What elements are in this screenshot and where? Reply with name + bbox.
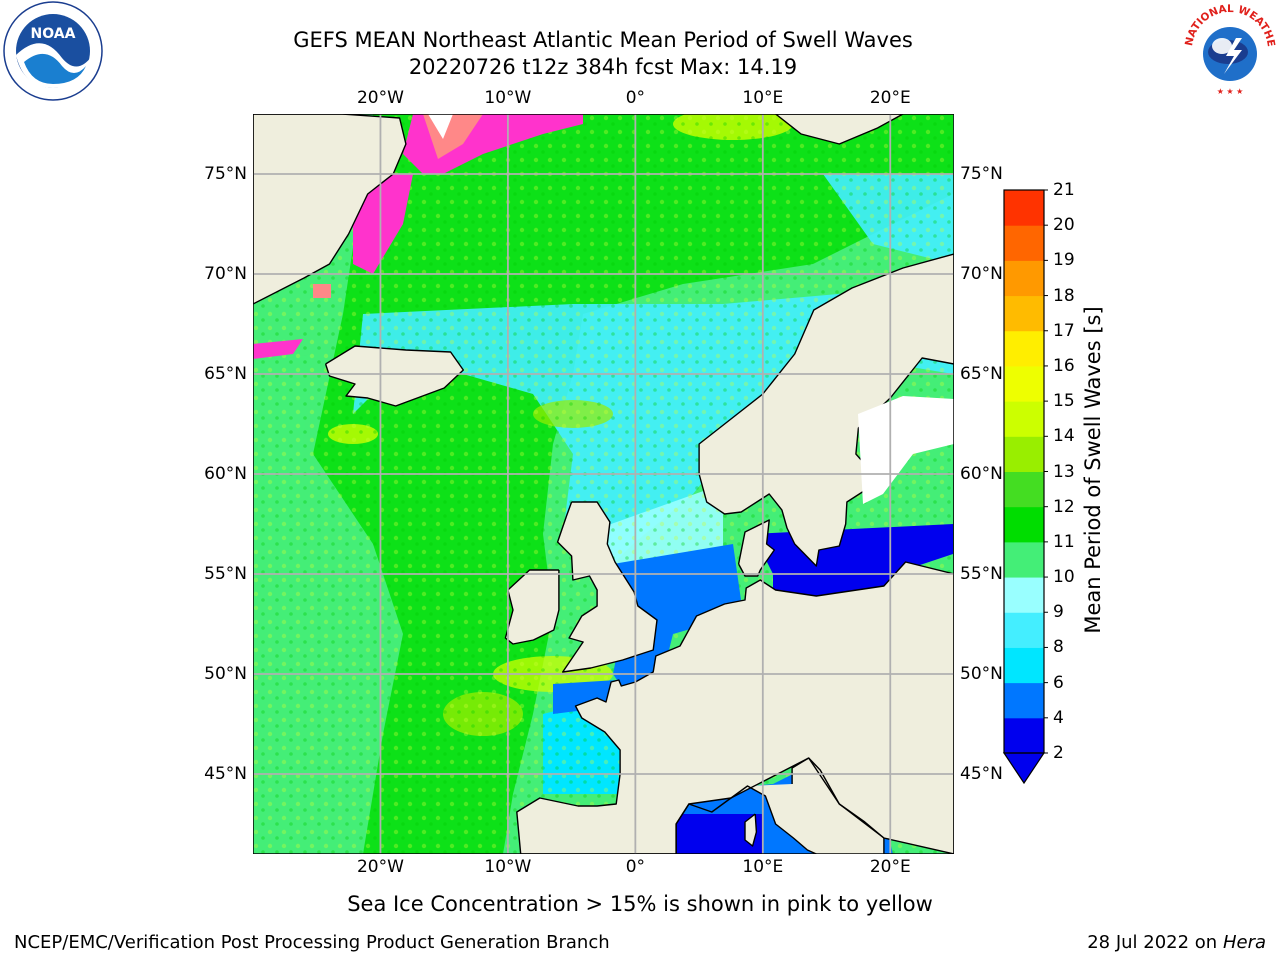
colorbar-tick-label: 12: [1053, 496, 1075, 517]
colorbar-tick-label: 20: [1053, 215, 1075, 236]
colorbar-bin: [1004, 717, 1044, 754]
svg-text:★ ★ ★: ★ ★ ★: [1217, 87, 1244, 96]
colorbar-tick-label: 4: [1053, 707, 1064, 728]
colorbar-tick-label: 15: [1053, 391, 1075, 412]
colorbar-extend-min: [1002, 752, 1046, 785]
lon-tick-label-top: 20°W: [356, 88, 404, 108]
colorbar-title: Mean Period of Swell Waves [s]: [1081, 306, 1105, 634]
italy-north: [791, 757, 810, 784]
lat-tick-label-left: 75°N: [204, 164, 247, 184]
chart-title: GEFS MEAN Northeast Atlantic Mean Period…: [293, 28, 913, 52]
ice-caption: Sea Ice Concentration > 15% is shown in …: [347, 892, 933, 916]
lon-tick-label-bottom: 10°W: [484, 857, 532, 877]
colorbar-tick-label: 2: [1053, 743, 1064, 763]
colorbar-bin: [1004, 506, 1044, 543]
colorbar-bin: [1004, 330, 1044, 367]
noaa-logo-text: NOAA: [31, 26, 76, 42]
colorbar-tick-label: 6: [1053, 672, 1064, 693]
great-britain: [556, 501, 658, 673]
colorbar-tick-label: 8: [1053, 637, 1064, 658]
noaa-logo: NOAA: [3, 1, 103, 101]
footer-date-text: 28 Jul 2022 on: [1087, 932, 1223, 953]
lon-tick-label-top: 10°E: [742, 88, 784, 108]
map-panel: [253, 114, 954, 854]
colorbar-tick-label: 10: [1053, 567, 1075, 588]
colorbar-bin: [1004, 401, 1044, 437]
mediterranean-coast: [675, 785, 817, 854]
lon-tick-label-top: 20°E: [869, 88, 911, 108]
ireland: [504, 569, 560, 645]
colorbar-bin: [1004, 647, 1044, 684]
svalbard: [774, 114, 904, 145]
swell-field-north-sea: [613, 544, 743, 704]
lat-tick-label-left: 70°N: [204, 264, 247, 284]
colorbar-bin: [1004, 225, 1044, 261]
nws-logo: NATIONAL WEATHER SERVICE ★ ★ ★: [1180, 0, 1278, 98]
no-data-gulf-of-bothnia: [858, 396, 954, 504]
lon-tick-label-top: 10°W: [484, 88, 532, 108]
colorbar-tick-label: 11: [1053, 531, 1075, 552]
lat-tick-label-left: 45°N: [204, 764, 247, 784]
colorbar-tick-label: 9: [1053, 602, 1064, 623]
colorbar-bin: [1004, 260, 1044, 297]
lon-tick-label-bottom: 0°: [625, 857, 646, 877]
lon-tick-label-bottom: 20°E: [869, 857, 911, 877]
lat-tick-label-right: 75°N: [960, 164, 1003, 184]
lon-tick-label-top: 0°: [625, 88, 646, 108]
chart-subtitle: 20220726 t12z 384h fcst Max: 14.19: [408, 55, 798, 79]
lat-tick-label-left: 50°N: [204, 664, 247, 684]
colorbar-bin: [1004, 471, 1044, 508]
lat-tick-label-right: 45°N: [960, 764, 1003, 784]
colorbar-bin: [1004, 365, 1044, 402]
footer-credit: NCEP/EMC/Verification Post Processing Pr…: [14, 932, 610, 953]
lat-tick-label-left: 65°N: [204, 364, 247, 384]
colorbar: [1002, 189, 1048, 785]
lat-tick-label-left: 60°N: [204, 464, 247, 484]
colorbar-bin: [1004, 295, 1044, 332]
colorbar-bin: [1004, 682, 1044, 719]
lat-tick-label-right: 55°N: [960, 564, 1003, 584]
lon-tick-label-bottom: 10°E: [742, 857, 784, 877]
colorbar-tick-label: 13: [1053, 461, 1075, 482]
colorbar-bin: [1004, 612, 1044, 648]
lon-tick-label-bottom: 20°W: [356, 857, 404, 877]
colorbar-bin: [1004, 577, 1044, 613]
lat-tick-label-right: 50°N: [960, 664, 1003, 684]
denmark: [737, 519, 775, 577]
footer-date: 28 Jul 2022 on Hera: [1087, 932, 1266, 954]
corsica: [744, 813, 758, 847]
lat-tick-label-right: 70°N: [960, 264, 1003, 284]
colorbar-tick-label: 16: [1053, 355, 1075, 376]
colorbar-bin: [1004, 541, 1044, 578]
colorbar-tick-label: 21: [1053, 180, 1075, 200]
italy-land: [747, 758, 884, 854]
colorbar-tick-label: 17: [1053, 320, 1075, 341]
colorbar-bin: [1004, 190, 1044, 226]
iceland: [324, 345, 464, 407]
colorbar-tick-label: 18: [1053, 285, 1075, 306]
colorbar-tick-label: 14: [1053, 426, 1075, 447]
footer-host: Hera: [1222, 932, 1266, 953]
lat-tick-label-left: 55°N: [204, 564, 247, 584]
lat-tick-label-right: 65°N: [960, 364, 1003, 384]
adriatic-east: [808, 757, 885, 854]
colorbar-tick-label: 19: [1053, 250, 1075, 271]
colorbar-bin: [1004, 436, 1044, 472]
lat-tick-label-right: 60°N: [960, 464, 1003, 484]
map-gridlines: [253, 114, 954, 854]
